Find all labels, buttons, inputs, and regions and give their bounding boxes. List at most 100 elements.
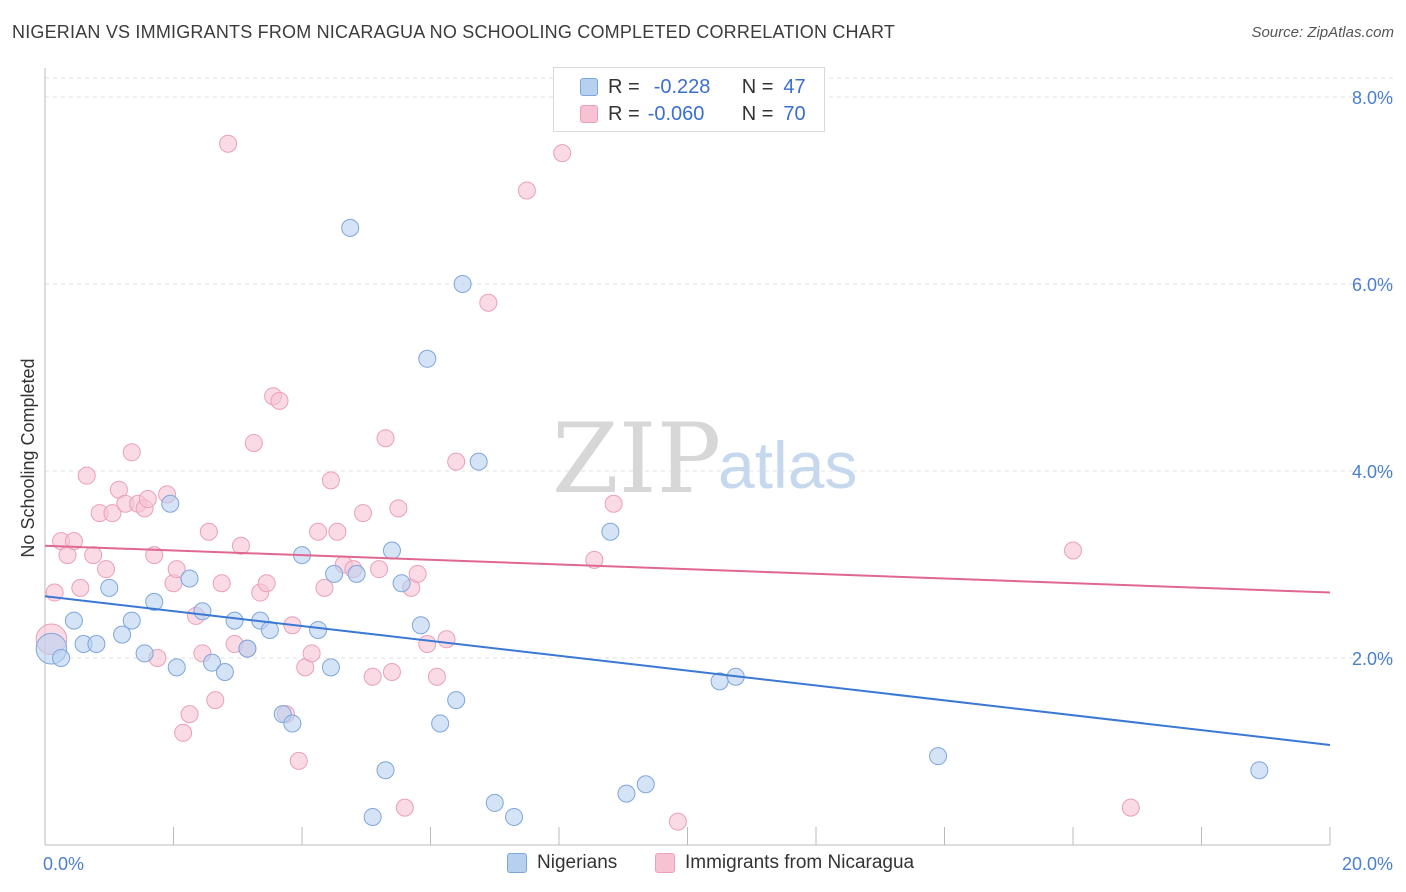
y-axis-label: No Schooling Completed — [18, 358, 38, 557]
point-nigerian — [411, 616, 430, 635]
point-nigerian — [929, 747, 948, 766]
point-nigerian — [418, 349, 437, 368]
legend-swatch-blue — [580, 78, 598, 96]
point-nicaragua — [199, 522, 218, 541]
point-nicaragua — [64, 532, 83, 551]
point-nicaragua — [321, 471, 340, 490]
chart-title: NIGERIAN VS IMMIGRANTS FROM NICARAGUA NO… — [12, 22, 896, 42]
point-nigerian — [469, 452, 488, 471]
point-nicaragua — [408, 564, 427, 583]
point-nicaragua — [206, 691, 225, 710]
point-nicaragua — [270, 391, 289, 410]
point-nicaragua — [84, 546, 103, 565]
point-nicaragua — [309, 522, 328, 541]
point-nicaragua — [71, 578, 90, 597]
point-nigerian — [161, 494, 180, 513]
trend-line-nicaragua — [44, 544, 1331, 594]
point-nicaragua — [418, 634, 437, 653]
point-nigerian — [382, 541, 401, 560]
watermark: ZIP atlas — [552, 403, 857, 515]
point-nigerian — [341, 218, 360, 237]
point-nigerian — [283, 714, 302, 733]
point-nigerian — [617, 784, 636, 803]
point-nigerian — [505, 807, 524, 826]
point-nigerian — [447, 691, 466, 710]
point-nigerian — [325, 564, 344, 583]
x-tick-label: 20.0% — [1342, 854, 1393, 874]
point-nigerian — [135, 644, 154, 663]
point-nigerian — [636, 775, 655, 794]
point-nigerian — [100, 578, 119, 597]
point-nicaragua — [122, 443, 141, 462]
point-nigerian — [122, 611, 141, 630]
point-nicaragua — [585, 550, 604, 569]
point-nicaragua — [289, 751, 308, 770]
point-nicaragua — [354, 504, 373, 523]
legend-r-label: R = — [608, 102, 640, 125]
point-nicaragua — [389, 499, 408, 518]
point-nigerian — [193, 602, 212, 621]
point-nigerian — [145, 592, 164, 611]
point-nigerian — [431, 714, 450, 733]
point-nicaragua — [138, 490, 157, 509]
bottom-legend-nigerians: Nigerians — [507, 852, 617, 874]
point-nigerian — [363, 807, 382, 826]
point-nicaragua — [370, 560, 389, 579]
watermark-zip: ZIP — [552, 403, 721, 515]
bottom-legend-label-nicaragua: Immigrants from Nicaragua — [685, 852, 915, 873]
point-nigerian — [485, 793, 504, 812]
point-nicaragua — [167, 560, 186, 579]
legend-row-nicaragua: R = -0.060 N = 70 — [554, 100, 806, 128]
point-nicaragua — [328, 522, 347, 541]
legend-n-label: N = — [741, 102, 774, 125]
legend-r-value: -0.060 — [647, 102, 705, 125]
legend-n-value: 70 — [783, 102, 806, 125]
point-nicaragua — [219, 134, 238, 153]
bottom-legend-label-nigerians: Nigerians — [537, 852, 618, 873]
point-nigerian — [347, 564, 366, 583]
point-nicaragua — [231, 536, 250, 555]
point-nigerian — [225, 611, 244, 630]
point-nicaragua — [97, 560, 116, 579]
bottom-legend-swatch-pink — [655, 853, 675, 873]
point-nicaragua — [180, 705, 199, 724]
legend-n-label: N = — [741, 75, 774, 98]
point-nigerian — [87, 634, 106, 653]
point-nigerian — [453, 275, 472, 293]
point-nigerian — [167, 658, 186, 677]
point-nicaragua — [257, 574, 276, 593]
axes — [44, 68, 1331, 846]
legend-r-value: -0.228 — [653, 75, 711, 98]
source-label: Source: ZipAtlas.com — [1251, 24, 1394, 41]
point-nicaragua — [479, 293, 498, 312]
bottom-legend-nicaragua: Immigrants from Nicaragua — [655, 852, 914, 874]
point-nigerian — [64, 611, 83, 630]
legend-swatch-pink — [580, 105, 598, 123]
point-nigerian — [376, 761, 395, 780]
watermark-atlas: atlas — [718, 428, 857, 502]
point-nicaragua — [244, 433, 263, 452]
point-nicaragua — [427, 667, 446, 686]
point-nigerian — [1250, 761, 1269, 780]
point-nicaragua — [668, 812, 687, 831]
point-nicaragua — [447, 452, 466, 471]
point-nicaragua — [553, 144, 572, 163]
point-nigerian — [392, 574, 411, 593]
point-nicaragua — [376, 429, 395, 448]
point-nigerian — [321, 658, 340, 677]
point-nicaragua — [77, 466, 96, 485]
point-nicaragua — [437, 630, 456, 649]
x-tick-label: 0.0% — [43, 854, 84, 874]
legend-row-nigerians: R = -0.228 N = 47 — [554, 73, 806, 101]
point-nigerian — [180, 569, 199, 588]
point-nicaragua — [302, 644, 321, 663]
point-nigerian — [238, 639, 257, 658]
point-nigerian — [601, 522, 620, 541]
legend-r-label: R = — [608, 75, 640, 98]
y-tick-label: 8.0% — [1352, 88, 1393, 108]
point-nicaragua — [517, 181, 536, 200]
bottom-legend-swatch-blue — [507, 853, 527, 873]
legend-n-value: 47 — [783, 75, 806, 98]
point-nigerian — [113, 625, 132, 644]
